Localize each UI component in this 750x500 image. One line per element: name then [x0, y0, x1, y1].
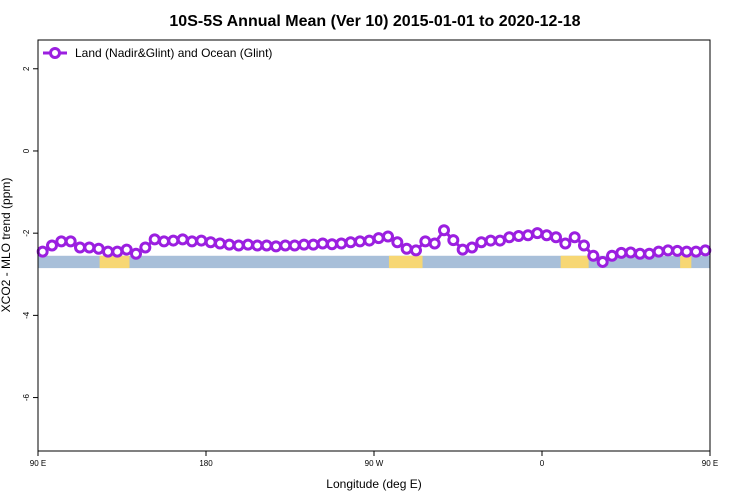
- data-point: [354, 235, 366, 248]
- chart-title: 10S-5S Annual Mean (Ver 10) 2015-01-01 t…: [169, 13, 580, 30]
- data-point: [344, 236, 357, 249]
- data-point: [148, 233, 161, 246]
- data-point: [382, 230, 394, 243]
- data-point: [36, 245, 49, 258]
- data-point: [167, 234, 180, 247]
- y-tick-label: -2: [22, 229, 31, 237]
- data-point: [326, 238, 338, 251]
- data-point: [615, 246, 628, 259]
- data-point: [540, 229, 553, 242]
- data-point: [102, 245, 114, 258]
- data-point: [550, 231, 562, 244]
- data-point: [242, 238, 254, 251]
- data-point: [587, 249, 600, 262]
- data-point: [74, 241, 86, 254]
- data-point: [186, 235, 198, 248]
- data-point: [522, 229, 534, 242]
- data-point: [120, 243, 133, 256]
- data-point: [363, 234, 376, 247]
- data-point: [391, 236, 404, 249]
- data-point: [494, 234, 506, 247]
- data-point: [559, 237, 572, 250]
- data-point: [46, 239, 58, 252]
- data-point: [438, 224, 450, 237]
- data-point: [111, 245, 124, 258]
- y-tick-label: -6: [22, 393, 31, 401]
- y-tick-label: 2: [22, 66, 31, 71]
- data-point: [307, 238, 320, 251]
- data-point: [64, 235, 77, 248]
- data-point: [447, 234, 460, 247]
- y-tick-label: -4: [22, 311, 31, 319]
- data-point: [279, 239, 292, 252]
- data-point: [176, 233, 189, 246]
- data-point: [270, 240, 282, 253]
- data-point: [596, 255, 609, 268]
- data-point: [671, 244, 684, 257]
- map-land-3: [680, 255, 692, 269]
- data-point: [568, 231, 581, 244]
- map-ocean: [38, 255, 710, 269]
- data-point: [662, 244, 674, 257]
- data-point: [251, 239, 264, 252]
- data-point: [428, 237, 441, 250]
- plot-frame: [37, 39, 711, 452]
- data-point: [606, 249, 618, 262]
- y-axis: 2 0 -2 -4 -6: [22, 66, 38, 401]
- legend-marker: [49, 47, 61, 59]
- series-layer: [36, 224, 712, 268]
- data-point: [699, 244, 712, 257]
- data-point: [223, 238, 236, 251]
- y-axis-label: XCO2 - MLO trend (ppm): [0, 178, 13, 313]
- data-point: [335, 237, 348, 250]
- x-tick-label: 0: [540, 459, 545, 468]
- data-point: [204, 236, 217, 249]
- data-point: [680, 245, 693, 258]
- data-point: [503, 231, 516, 244]
- x-tick-label: 90 E: [702, 459, 718, 468]
- data-point: [55, 235, 68, 248]
- data-point: [531, 227, 544, 240]
- data-point: [419, 235, 432, 248]
- data-point: [690, 245, 702, 258]
- data-point: [316, 237, 329, 250]
- data-point: [139, 241, 152, 254]
- data-point: [634, 247, 646, 260]
- data-point: [466, 241, 478, 254]
- data-point: [484, 234, 497, 247]
- data-point: [298, 238, 310, 251]
- data-point: [400, 242, 413, 255]
- data-point: [456, 243, 469, 256]
- data-point: [372, 232, 385, 245]
- data-point: [195, 234, 208, 247]
- data-point: [232, 239, 245, 252]
- data-point: [130, 247, 142, 260]
- x-axis: 90 E 180 90 W 0 90 E: [30, 451, 718, 468]
- data-point: [652, 245, 665, 258]
- legend-label: Land (Nadir&Glint) and Ocean (Glint): [75, 46, 272, 60]
- x-tick-label: 90 W: [365, 459, 384, 468]
- y-tick-label: 0: [22, 148, 31, 153]
- data-point: [158, 235, 170, 248]
- map-land-0: [99, 255, 130, 269]
- data-point: [288, 239, 301, 252]
- data-point: [214, 237, 226, 250]
- data-point: [475, 236, 488, 249]
- map-land-2: [560, 255, 589, 269]
- legend: Land (Nadir&Glint) and Ocean (Glint): [43, 46, 272, 60]
- x-axis-label: Longitude (deg E): [326, 477, 421, 491]
- map-strip: [38, 255, 710, 269]
- data-point: [260, 239, 273, 252]
- map-land-1: [388, 255, 423, 269]
- data-point: [83, 241, 96, 254]
- data-point: [512, 230, 525, 243]
- data-point: [643, 247, 656, 260]
- data-point: [410, 244, 422, 257]
- x-tick-label: 180: [199, 459, 213, 468]
- data-point: [578, 239, 590, 252]
- x-tick-label: 90 E: [30, 459, 46, 468]
- data-point: [92, 242, 105, 255]
- data-point: [624, 246, 637, 259]
